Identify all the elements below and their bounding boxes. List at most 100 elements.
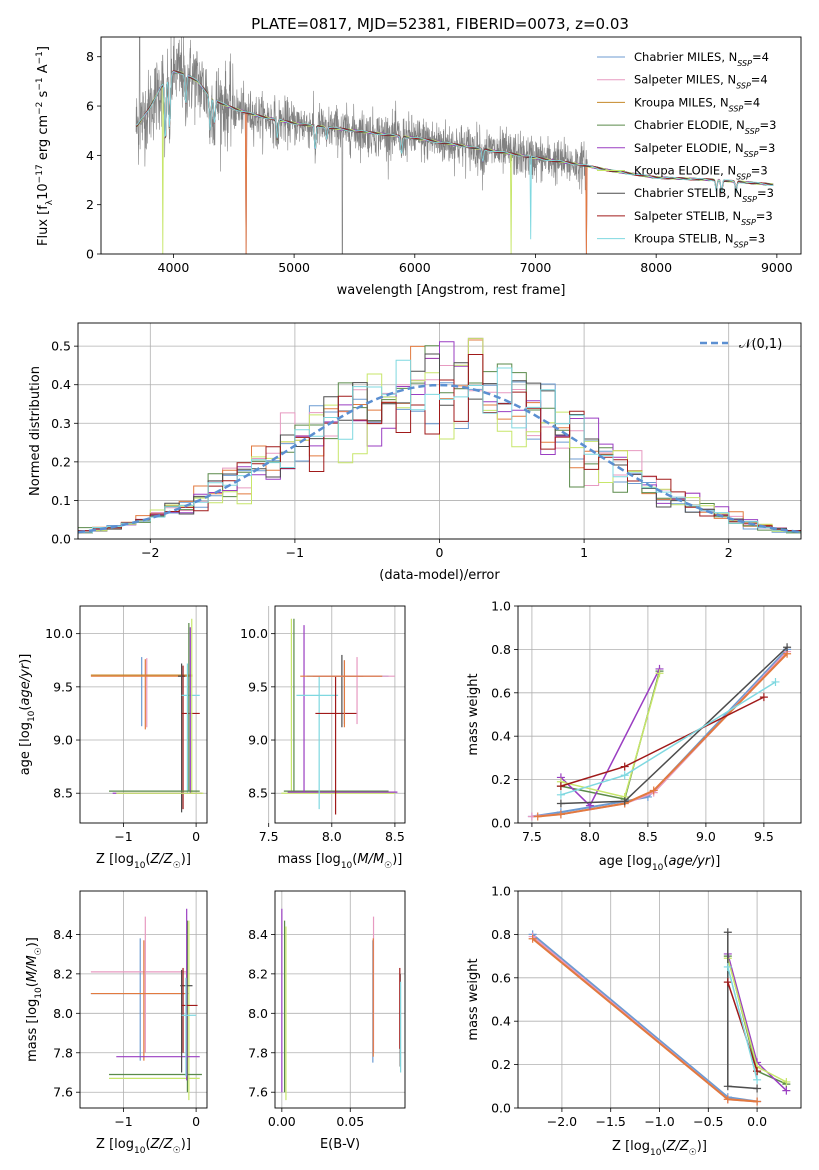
legend-text: Kroupa ELODIE, N: [634, 164, 736, 178]
axes-frame: [79, 605, 208, 824]
y-tick-label: 10.0: [240, 626, 268, 641]
y-tick-label: 0.4: [491, 1014, 511, 1029]
label-part: mass [log: [25, 999, 40, 1062]
x-tick-label: −0.5: [693, 1114, 723, 1129]
x-tick-label: −1: [286, 545, 304, 560]
x-tick-label: 9000: [761, 260, 793, 275]
legend-tail: =3: [758, 141, 775, 155]
axes-frame: [79, 890, 208, 1109]
legend-text: Kroupa STELIB, N: [634, 232, 734, 246]
plot-area: [90, 618, 204, 813]
label-part: (: [352, 852, 357, 867]
y-tick-label: 8.0: [248, 1006, 268, 1021]
age-vs-mass-plot: 7.5 8.0 8.5 8.5 9.0 9.5 10.0 mass [log10(M/M☉)]: [240, 605, 406, 871]
x-tick-label: 7000: [520, 260, 552, 275]
x-tick-label: −1.0: [644, 1114, 674, 1129]
x-axis-label: age [log10(age/yr)]: [599, 854, 721, 873]
errorbar: [116, 618, 204, 794]
x-tick-label: 8.0: [580, 829, 600, 844]
y-tick-label: 7.8: [248, 1045, 268, 1060]
grid: [518, 890, 801, 1109]
legend-sub: SSP: [736, 172, 751, 181]
legend-tail: =4: [743, 95, 760, 109]
data-point: [753, 1084, 762, 1093]
x-tick-label: 7.5: [259, 829, 279, 844]
errorbar: [315, 676, 358, 815]
label-part: (: [25, 982, 40, 987]
mass-vs-metallicity-plot: −1 07.67.88.08.28.4Z [log10(Z/Z☉)]mass [l…: [25, 890, 208, 1156]
series-line-group: [723, 962, 762, 1084]
y-tick-label: 8.5: [53, 786, 73, 801]
data-point: [723, 1095, 732, 1104]
y-tick-label: 0.5: [51, 339, 71, 354]
legend-sub: SSP: [742, 195, 757, 204]
legend-text: Chabrier STELIB, N: [634, 186, 742, 200]
x-tick-label: 1: [580, 545, 588, 560]
x-axis-label: Z [log10(Z/Z☉)]: [96, 852, 191, 871]
x-tick-label: 0: [192, 829, 200, 844]
legend-sub: SSP: [744, 149, 759, 158]
errorbar: [281, 618, 395, 794]
legend-tail: =4: [751, 73, 768, 87]
y-tick-label: 0.0: [51, 532, 71, 547]
y-tick-label: 0.2: [51, 454, 71, 469]
y-tick-label: 8.2: [248, 966, 268, 981]
spectrum-plot: 4000 5000 6000 7000 8000 9000 0 2 4 6 8 wavelength …: [35, 36, 802, 298]
label-part: ☉: [34, 947, 44, 955]
series-line-group: [556, 643, 792, 808]
x-axis-label: (data-model)/error: [379, 568, 500, 583]
y-tick-label: 8: [86, 49, 94, 64]
y-tick-label: 0.8: [491, 927, 511, 942]
errorbar: [181, 967, 198, 1053]
grid: [275, 891, 405, 1108]
errorbar: [90, 659, 193, 730]
axes-frame: [274, 605, 406, 824]
label-part: (: [145, 1137, 150, 1152]
plot-area: [90, 908, 202, 1101]
label-part: Z/Z: [666, 1139, 690, 1154]
legend-text: Salpeter ELODIE, N: [634, 141, 744, 155]
residual-histogram: −2 −1 0 1 2 0.0 0.1 0.2 0.3 0.4 0.5 (data-model)/er…: [28, 322, 802, 583]
label-part: Z/Z: [150, 1137, 174, 1152]
errorbar: [109, 623, 200, 792]
series-line: [727, 981, 758, 1072]
legend-sub: SSP: [734, 240, 749, 249]
grid: [518, 605, 801, 824]
label-part: −1: [35, 77, 45, 90]
label-part: ☉: [173, 1146, 181, 1156]
x-tick-label: 8.0: [322, 829, 342, 844]
label-part: 10: [134, 1146, 146, 1156]
x-tick-label: 9.5: [754, 829, 774, 844]
series-line: [727, 966, 758, 1080]
legend-entry: Chabrier ELODIE, NSSP=3: [634, 118, 776, 136]
label-part: Z [log: [612, 1139, 650, 1154]
x-axis-label: Z [log10(Z/Z☉)]: [96, 1137, 191, 1156]
legend-sub: SSP: [736, 81, 751, 90]
y-tick-label: 8.2: [53, 966, 73, 981]
label-part: (: [18, 706, 33, 711]
histogram-series: [78, 359, 801, 534]
label-part: mass [log: [278, 852, 341, 867]
axes-frame: [77, 322, 802, 540]
label-part: Flux [f: [36, 205, 51, 246]
legend-entry: Chabrier MILES, NSSP=4: [634, 50, 769, 68]
label-part: age/yr: [18, 662, 33, 705]
data-point: [655, 669, 664, 678]
y-tick-label: 6: [86, 99, 94, 114]
label-part: s: [36, 90, 51, 101]
label-part: ☉: [689, 1148, 697, 1158]
data-point: [723, 962, 732, 971]
label-part: age [log: [18, 722, 33, 775]
legend-sub: SSP: [741, 217, 756, 226]
data-point: [620, 762, 629, 771]
x-tick-label: 0: [436, 545, 444, 560]
x-tick-label: 5000: [278, 260, 310, 275]
label-part: age/yr: [668, 854, 711, 869]
age-vs-metallicity-plot: −1 08.59.09.510.0Z [log10(Z/Z☉)]age [log1…: [18, 605, 208, 871]
data-point: [753, 1075, 762, 1084]
label-part: −17: [35, 164, 45, 183]
x-tick-label: 9.0: [696, 829, 716, 844]
series-line-group: [533, 649, 792, 821]
legend-text: Chabrier ELODIE, N: [634, 118, 745, 132]
legend-tail: =4: [752, 50, 769, 64]
